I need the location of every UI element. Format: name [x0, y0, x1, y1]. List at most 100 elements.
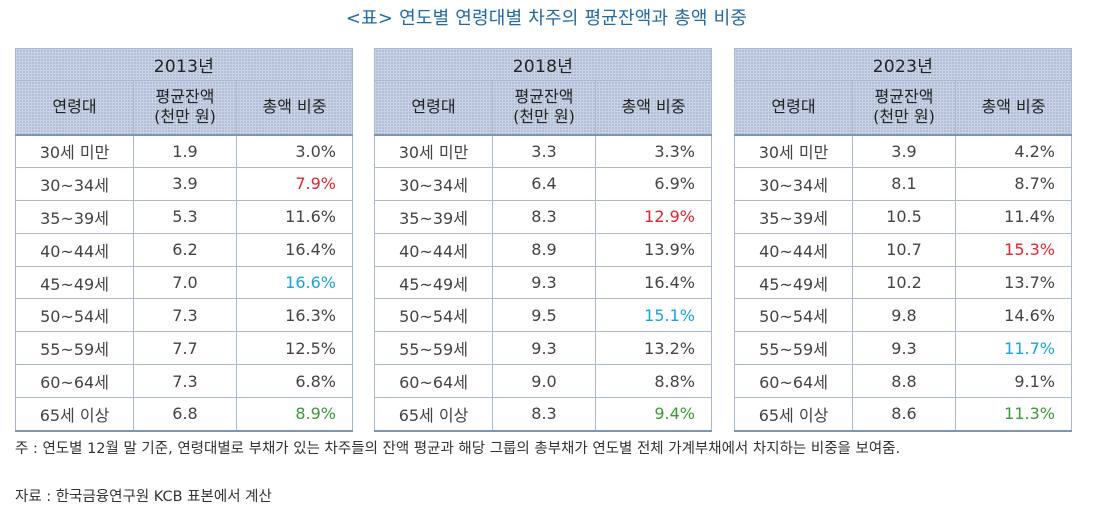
table-row: 30~34세 8.1 8.7%: [734, 166, 1072, 201]
avg-balance-cell: 3.3: [492, 134, 596, 168]
avg-balance-column-header: 평균잔액 (천만 원): [133, 80, 237, 136]
age-column-header: 연령대: [15, 80, 134, 136]
avg-balance-cell: 9.0: [492, 364, 596, 399]
age-cell: 50~54세: [15, 298, 134, 333]
share-cell: 4.2%: [955, 134, 1072, 168]
table-title: <표> 연도별 연령대별 차주의 평균잔액과 총액 비중: [345, 8, 748, 29]
share-cell: 16.4%: [595, 265, 712, 300]
age-cell: 30~34세: [15, 166, 134, 201]
share-column-header: 총액 비중: [955, 80, 1072, 136]
avg-balance-cell: 10.7: [852, 232, 956, 267]
age-cell: 50~54세: [734, 298, 853, 333]
age-cell: 40~44세: [734, 232, 853, 267]
avg-balance-cell: 8.3: [492, 199, 596, 234]
share-cell: 8.9%: [236, 397, 353, 432]
table-row: 65세 이상 6.8 8.9%: [15, 397, 353, 432]
table-row: 50~54세 9.5 15.1%: [374, 298, 712, 333]
avg-balance-cell: 8.1: [852, 166, 956, 201]
table-row: 30세 미만 3.9 4.2%: [734, 134, 1072, 168]
age-cell: 30~34세: [734, 166, 853, 201]
avg-balance-cell: 9.3: [852, 331, 956, 366]
share-cell: 16.6%: [236, 265, 353, 300]
avg-balance-cell: 9.8: [852, 298, 956, 333]
year-table-1: 2018년 연령대 평균잔액 (천만 원) 총액 비중 30세 미만 3.3 3.3% 30~3…: [374, 48, 712, 432]
share-cell: 15.1%: [595, 298, 712, 333]
avg-balance-cell: 8.6: [852, 397, 956, 432]
table-row: 45~49세 10.2 13.7%: [734, 265, 1072, 300]
avg-balance-cell: 8.9: [492, 232, 596, 267]
table-row: 65세 이상 8.3 9.4%: [374, 397, 712, 432]
age-cell: 55~59세: [374, 331, 493, 366]
avg-balance-cell: 7.0: [133, 265, 237, 300]
age-cell: 45~49세: [15, 265, 134, 300]
avg-balance-cell: 5.3: [133, 199, 237, 234]
avg-balance-cell: 8.8: [852, 364, 956, 399]
age-cell: 35~39세: [734, 199, 853, 234]
table-row: 30~34세 6.4 6.9%: [374, 166, 712, 201]
year-header: 2018년: [374, 48, 712, 81]
age-cell: 60~64세: [734, 364, 853, 399]
year-table-0: 2013년 연령대 평균잔액 (천만 원) 총액 비중 30세 미만 1.9 3.0% 30~3…: [15, 48, 353, 432]
share-cell: 12.5%: [236, 331, 353, 366]
share-cell: 13.2%: [595, 331, 712, 366]
share-cell: 9.1%: [955, 364, 1072, 399]
avg-balance-cell: 7.7: [133, 331, 237, 366]
year-header: 2023년: [734, 48, 1072, 81]
share-cell: 14.6%: [955, 298, 1072, 333]
avg-balance-cell: 1.9: [133, 134, 237, 168]
table-row: 35~39세 5.3 11.6%: [15, 199, 353, 234]
share-cell: 3.0%: [236, 134, 353, 168]
table-row: 50~54세 9.8 14.6%: [734, 298, 1072, 333]
age-cell: 55~59세: [15, 331, 134, 366]
table-row: 40~44세 10.7 15.3%: [734, 232, 1072, 267]
footnote: 주 : 연도별 12월 말 기준, 연령대별로 부채가 있는 차주들의 잔액 평…: [15, 441, 901, 457]
share-cell: 13.9%: [595, 232, 712, 267]
share-cell: 8.8%: [595, 364, 712, 399]
table-row: 40~44세 8.9 13.9%: [374, 232, 712, 267]
share-cell: 8.7%: [955, 166, 1072, 201]
share-cell: 11.6%: [236, 199, 353, 234]
year-header: 2013년: [15, 48, 353, 81]
avg-balance-cell: 10.5: [852, 199, 956, 234]
age-cell: 35~39세: [15, 199, 134, 234]
share-cell: 11.7%: [955, 331, 1072, 366]
age-cell: 30세 미만: [374, 134, 493, 168]
age-cell: 45~49세: [374, 265, 493, 300]
table-row: 55~59세 7.7 12.5%: [15, 331, 353, 366]
age-cell: 60~64세: [15, 364, 134, 399]
avg-balance-cell: 6.8: [133, 397, 237, 432]
avg-balance-cell: 9.3: [492, 331, 596, 366]
share-cell: 7.9%: [236, 166, 353, 201]
age-column-header: 연령대: [374, 80, 493, 136]
table-row: 55~59세 9.3 11.7%: [734, 331, 1072, 366]
table-row: 30세 미만 1.9 3.0%: [15, 134, 353, 168]
avg-balance-cell: 8.3: [492, 397, 596, 432]
avg-balance-cell: 7.3: [133, 298, 237, 333]
age-cell: 30세 미만: [15, 134, 134, 168]
table-row: 60~64세 8.8 9.1%: [734, 364, 1072, 399]
avg-header-line2: (천만 원): [154, 107, 216, 127]
avg-balance-cell: 3.9: [133, 166, 237, 201]
avg-balance-cell: 9.5: [492, 298, 596, 333]
age-cell: 60~64세: [374, 364, 493, 399]
table-row: 60~64세 9.0 8.8%: [374, 364, 712, 399]
share-cell: 16.4%: [236, 232, 353, 267]
age-cell: 30~34세: [374, 166, 493, 201]
table-row: 35~39세 10.5 11.4%: [734, 199, 1072, 234]
avg-balance-cell: 9.3: [492, 265, 596, 300]
share-cell: 12.9%: [595, 199, 712, 234]
table-row: 45~49세 9.3 16.4%: [374, 265, 712, 300]
table-row: 45~49세 7.0 16.6%: [15, 265, 353, 300]
age-cell: 50~54세: [374, 298, 493, 333]
share-column-header: 총액 비중: [236, 80, 353, 136]
avg-balance-cell: 7.3: [133, 364, 237, 399]
share-cell: 11.4%: [955, 199, 1072, 234]
avg-balance-cell: 6.4: [492, 166, 596, 201]
avg-header-line2: (천만 원): [513, 107, 575, 127]
share-cell: 6.9%: [595, 166, 712, 201]
table-row: 40~44세 6.2 16.4%: [15, 232, 353, 267]
table-row: 30~34세 3.9 7.9%: [15, 166, 353, 201]
share-cell: 9.4%: [595, 397, 712, 432]
avg-header-line1: 평균잔액: [874, 87, 934, 107]
share-cell: 16.3%: [236, 298, 353, 333]
